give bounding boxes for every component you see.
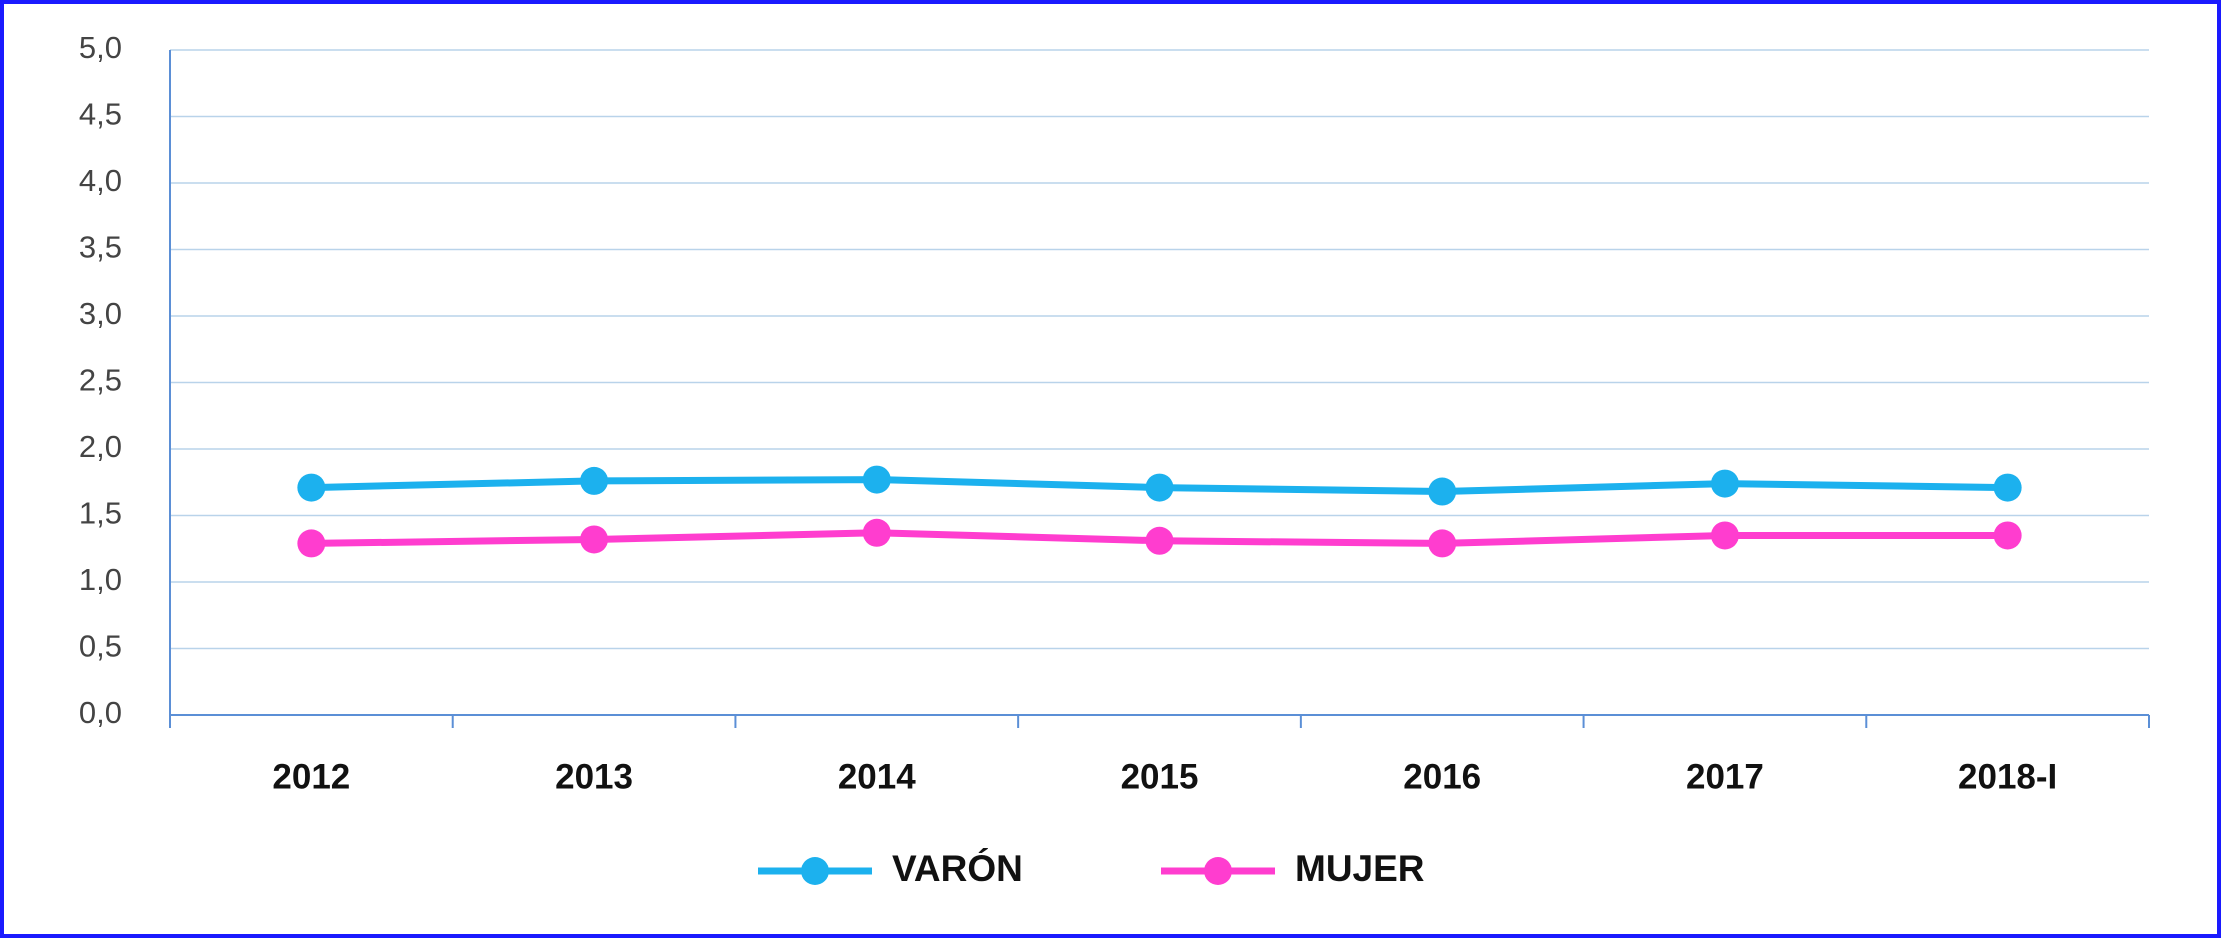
point [1710, 469, 1739, 498]
point [862, 518, 891, 547]
x-tick-label: 2014 [838, 757, 916, 796]
y-tick-label: 0,0 [79, 695, 122, 730]
point [1710, 521, 1739, 550]
y-tick-label: 5,0 [79, 30, 122, 65]
y-tick-label: 1,5 [79, 496, 122, 531]
y-tick-label: 2,0 [79, 429, 122, 464]
x-tick-label: 2015 [1121, 757, 1199, 796]
point [297, 529, 326, 558]
x-tick-label: 2012 [272, 757, 350, 796]
x-tick-label: 2016 [1403, 757, 1481, 796]
y-tick-label: 1,0 [79, 562, 122, 597]
y-tick-label: 2,5 [79, 363, 122, 398]
point [1993, 521, 2022, 550]
x-tick-label: 2018-I [1958, 757, 2057, 796]
legend-marker [1204, 857, 1232, 885]
x-tick-label: 2017 [1686, 757, 1764, 796]
y-tick-label: 3,5 [79, 230, 122, 265]
legend-label: VARÓN [892, 847, 1023, 889]
y-tick-label: 4,5 [79, 97, 122, 132]
point [580, 525, 609, 554]
point [1145, 473, 1174, 502]
x-tick-label: 2013 [555, 757, 633, 796]
point [1428, 477, 1457, 506]
point [1993, 473, 2022, 502]
legend-label: MUJER [1295, 848, 1425, 889]
point [580, 466, 609, 495]
point [297, 473, 326, 502]
y-tick-label: 0,5 [79, 629, 122, 664]
y-tick-label: 4,0 [79, 163, 122, 198]
point [1428, 529, 1457, 558]
point [862, 465, 891, 494]
legend-marker [801, 857, 829, 885]
point [1145, 526, 1174, 555]
y-tick-label: 3,0 [79, 296, 122, 331]
